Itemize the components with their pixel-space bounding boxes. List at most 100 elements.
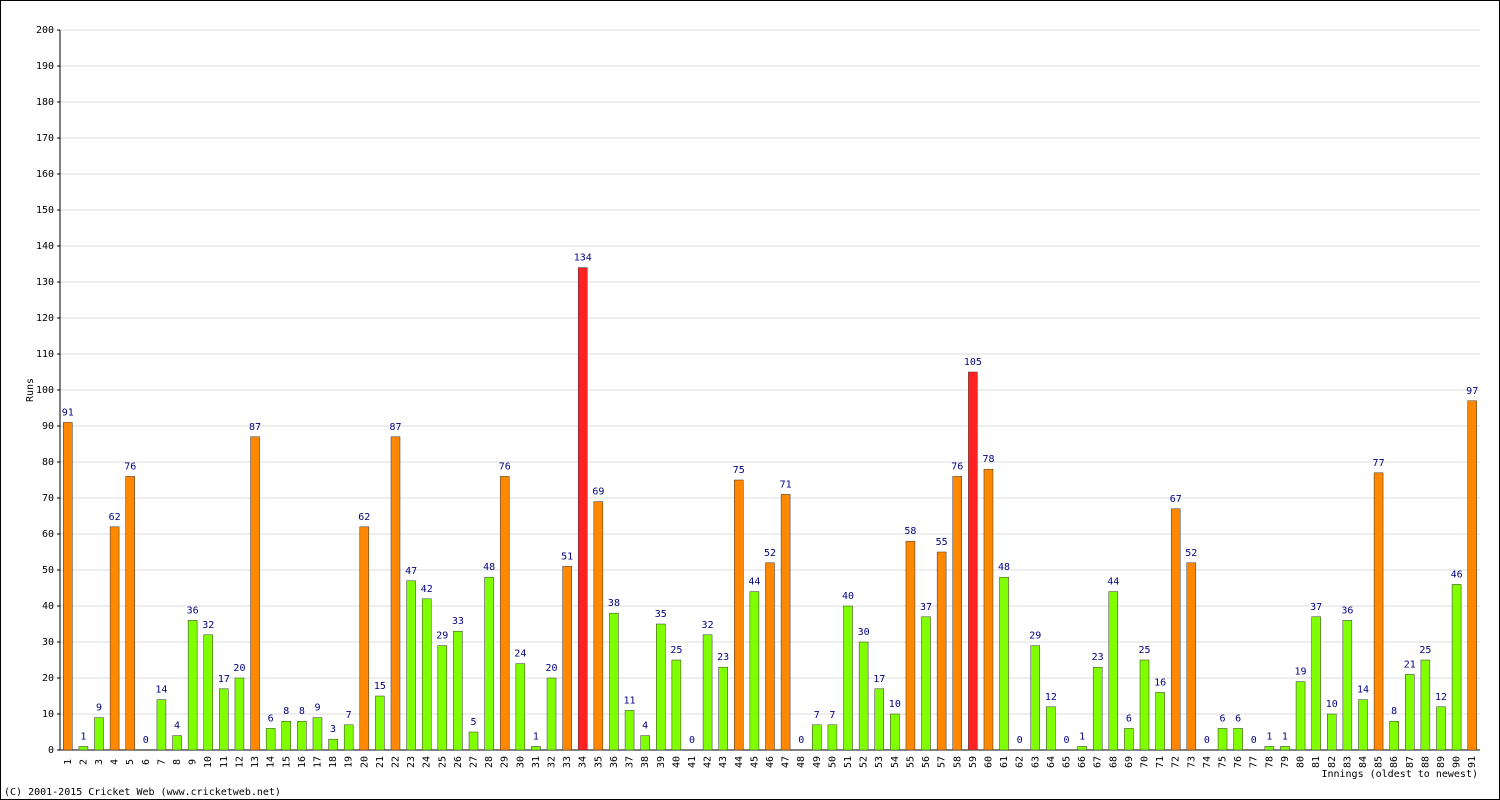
x-tick-label: 52 xyxy=(859,756,870,768)
x-tick-label: 25 xyxy=(437,756,448,768)
value-label: 0 xyxy=(689,735,695,746)
value-label: 9 xyxy=(314,703,320,714)
bar xyxy=(343,724,354,751)
y-tick-label: 150 xyxy=(36,205,54,216)
x-tick-label: 68 xyxy=(1108,756,1119,768)
x-tick-label: 7 xyxy=(156,759,167,765)
value-label: 91 xyxy=(62,407,74,418)
x-tick-label: 31 xyxy=(531,756,542,768)
value-label: 46 xyxy=(1451,569,1463,580)
value-label: 8 xyxy=(1391,706,1397,717)
value-label: 44 xyxy=(748,577,760,588)
y-tick-label: 190 xyxy=(36,61,54,72)
value-label: 87 xyxy=(249,422,261,433)
x-tick-label: 89 xyxy=(1436,756,1447,768)
bar xyxy=(1467,400,1477,751)
bar xyxy=(936,551,947,751)
value-label: 75 xyxy=(733,465,745,476)
y-tick-label: 30 xyxy=(42,637,54,648)
bar xyxy=(718,666,728,751)
bar xyxy=(812,724,822,751)
value-label: 23 xyxy=(1092,652,1104,663)
x-tick-label: 15 xyxy=(281,756,292,768)
bar xyxy=(125,476,135,751)
bar xyxy=(1046,706,1056,751)
x-tick-label: 23 xyxy=(406,756,417,768)
value-label: 9 xyxy=(96,703,102,714)
bar xyxy=(890,713,900,751)
x-tick-label: 3 xyxy=(94,759,105,765)
x-tick-label: 16 xyxy=(297,756,308,768)
bar xyxy=(1280,746,1290,751)
bar xyxy=(546,677,557,751)
bar xyxy=(1233,728,1243,751)
x-tick-label: 36 xyxy=(609,756,620,768)
value-label: 76 xyxy=(499,461,511,472)
bar xyxy=(156,699,167,751)
x-tick-label: 77 xyxy=(1249,756,1260,768)
value-label: 97 xyxy=(1466,386,1478,397)
value-label: 44 xyxy=(1107,577,1119,588)
bar xyxy=(749,591,760,751)
value-label: 6 xyxy=(268,713,274,724)
x-tick-label: 79 xyxy=(1280,756,1291,768)
x-tick-label: 34 xyxy=(578,756,589,768)
value-label: 3 xyxy=(330,724,336,735)
value-label: 7 xyxy=(346,710,352,721)
bar xyxy=(577,267,588,751)
x-tick-label: 45 xyxy=(749,756,760,768)
bar xyxy=(999,576,1009,751)
value-label: 17 xyxy=(873,674,885,685)
x-tick-label: 59 xyxy=(968,756,979,768)
bar xyxy=(1436,706,1446,751)
x-tick-label: 8 xyxy=(172,759,183,765)
bar xyxy=(624,710,635,751)
bar xyxy=(968,371,978,751)
value-label: 1 xyxy=(1079,731,1085,742)
bar xyxy=(1077,746,1087,751)
value-label: 14 xyxy=(155,685,167,696)
x-tick-label: 14 xyxy=(266,756,277,768)
bar xyxy=(593,501,604,751)
value-label: 11 xyxy=(624,695,636,706)
value-label: 6 xyxy=(1126,713,1132,724)
x-tick-label: 5 xyxy=(125,759,136,765)
y-tick-label: 0 xyxy=(48,745,54,756)
bar xyxy=(1186,562,1197,751)
value-label: 36 xyxy=(1341,605,1353,616)
x-tick-label: 42 xyxy=(703,756,714,768)
bar xyxy=(734,479,744,751)
x-tick-label: 22 xyxy=(390,756,401,768)
y-tick-label: 180 xyxy=(36,97,54,108)
x-tick-label: 26 xyxy=(453,756,464,768)
bar xyxy=(219,688,229,751)
bar xyxy=(905,540,916,751)
bar xyxy=(390,436,401,751)
x-tick-label: 56 xyxy=(921,756,932,768)
value-label: 62 xyxy=(109,512,121,523)
bar xyxy=(921,616,931,751)
value-label: 32 xyxy=(702,620,714,631)
bar xyxy=(983,468,994,751)
bar xyxy=(1451,584,1462,751)
bar xyxy=(1358,699,1368,751)
value-label: 8 xyxy=(299,706,305,717)
bar xyxy=(1327,713,1337,751)
y-tick-label: 200 xyxy=(36,25,54,36)
x-tick-label: 81 xyxy=(1311,756,1322,768)
y-tick-label: 110 xyxy=(36,349,54,360)
y-tick-label: 80 xyxy=(42,457,54,468)
value-label: 7 xyxy=(829,710,835,721)
y-tick-label: 60 xyxy=(42,529,54,540)
value-label: 25 xyxy=(1419,645,1431,656)
x-tick-label: 69 xyxy=(1124,756,1135,768)
bar xyxy=(359,526,370,751)
x-tick-label: 43 xyxy=(718,756,729,768)
value-label: 67 xyxy=(1170,494,1182,505)
value-label: 21 xyxy=(1404,659,1416,670)
x-tick-label: 28 xyxy=(484,756,495,768)
bar xyxy=(531,746,541,751)
value-label: 16 xyxy=(1154,677,1166,688)
bar xyxy=(265,728,276,751)
value-label: 10 xyxy=(889,699,901,710)
